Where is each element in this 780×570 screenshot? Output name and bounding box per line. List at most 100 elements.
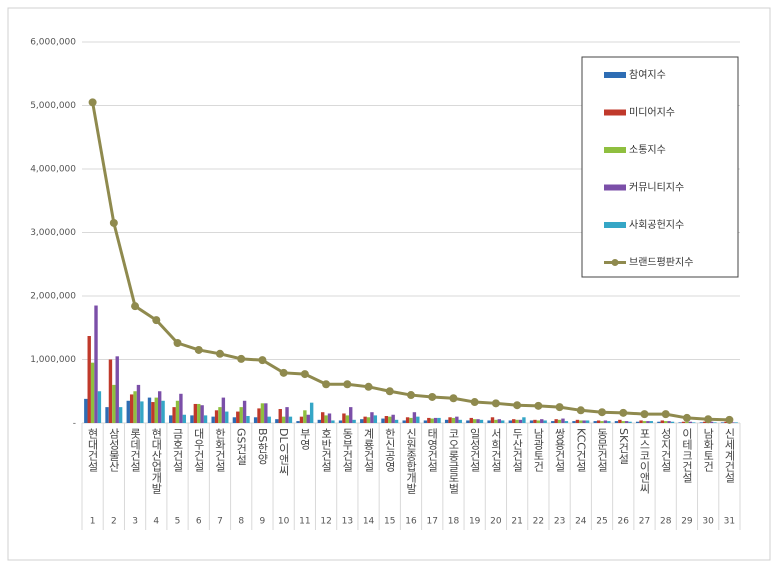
x-tick-label: 이테크건설 bbox=[680, 428, 693, 483]
legend-label: 참여지수 bbox=[629, 69, 666, 81]
bar bbox=[182, 414, 187, 423]
bar bbox=[161, 400, 165, 423]
y-tick-label: 4,000,000 bbox=[30, 165, 76, 175]
bar bbox=[321, 412, 325, 423]
rank-label: 17 bbox=[426, 517, 437, 527]
rank-label: 8 bbox=[238, 517, 244, 527]
bar bbox=[469, 417, 473, 423]
x-tick-label: KCC건설 bbox=[574, 428, 587, 472]
bar bbox=[600, 421, 604, 423]
bar bbox=[533, 419, 537, 423]
bar bbox=[147, 397, 152, 423]
bar bbox=[402, 420, 406, 423]
bar bbox=[360, 419, 364, 423]
bar bbox=[136, 384, 141, 423]
bar bbox=[342, 413, 346, 423]
line-marker bbox=[343, 380, 352, 389]
line-marker bbox=[385, 387, 394, 396]
legend-label: 사회공헌지수 bbox=[629, 219, 684, 231]
bar bbox=[635, 421, 640, 423]
line-marker bbox=[619, 408, 628, 417]
bar bbox=[639, 420, 643, 423]
rank-label: 12 bbox=[320, 517, 331, 527]
bar bbox=[157, 391, 162, 423]
bar bbox=[299, 416, 304, 423]
bar bbox=[497, 419, 501, 423]
bar bbox=[175, 400, 180, 423]
bar bbox=[151, 402, 155, 423]
rank-label: 26 bbox=[618, 517, 630, 527]
line-marker bbox=[152, 316, 161, 325]
x-tick-label: 계룡건설 bbox=[362, 428, 375, 472]
bar bbox=[476, 419, 480, 423]
bar bbox=[709, 421, 714, 423]
rank-label: 7 bbox=[217, 517, 223, 527]
line-marker bbox=[173, 338, 182, 347]
x-tick-label: 금호건설 bbox=[171, 428, 184, 472]
line-marker bbox=[491, 399, 500, 408]
bar bbox=[242, 400, 247, 423]
bar bbox=[317, 419, 322, 423]
legend-swatch bbox=[604, 72, 626, 78]
bar bbox=[345, 415, 350, 423]
bar bbox=[603, 420, 608, 423]
bar bbox=[246, 416, 250, 423]
rank-label: 15 bbox=[384, 517, 395, 527]
bar bbox=[607, 421, 611, 423]
x-tick-label: 호반건설 bbox=[320, 428, 333, 472]
x-tick-label: 한화건설 bbox=[213, 428, 226, 472]
line-marker bbox=[258, 356, 267, 365]
bar bbox=[90, 362, 95, 423]
line-marker bbox=[576, 406, 585, 415]
bar bbox=[257, 408, 261, 423]
bar bbox=[416, 416, 420, 423]
rank-label: 1 bbox=[90, 517, 96, 527]
bar bbox=[281, 416, 286, 423]
bar bbox=[384, 416, 389, 423]
bar bbox=[472, 419, 477, 423]
bar bbox=[338, 420, 343, 423]
x-tick-label: 신세계건설 bbox=[723, 428, 736, 483]
line-marker bbox=[555, 403, 564, 412]
line-marker bbox=[682, 413, 691, 422]
rank-label: 28 bbox=[660, 517, 672, 527]
line-marker bbox=[640, 410, 649, 419]
x-tick-label: 쌍용건설 bbox=[553, 428, 566, 472]
bar bbox=[657, 421, 661, 423]
bar bbox=[232, 417, 237, 423]
x-tick-label: GS건설 bbox=[235, 428, 248, 466]
rank-label: 16 bbox=[405, 517, 417, 527]
line-marker bbox=[449, 394, 458, 403]
rank-label: 27 bbox=[639, 517, 650, 527]
bar bbox=[529, 420, 534, 423]
x-tick-label: 삼성물산 bbox=[107, 428, 120, 472]
bar bbox=[466, 420, 470, 423]
x-tick-label: 대우건설 bbox=[192, 428, 205, 472]
bar bbox=[87, 336, 91, 423]
bar bbox=[373, 415, 378, 423]
bar bbox=[275, 419, 279, 423]
line-marker bbox=[300, 370, 309, 379]
bar bbox=[296, 421, 300, 423]
rank-label: 5 bbox=[175, 517, 181, 527]
bar bbox=[260, 403, 265, 423]
line-marker bbox=[237, 354, 246, 363]
bar bbox=[731, 422, 735, 423]
bar bbox=[352, 419, 356, 423]
bar bbox=[115, 356, 119, 423]
line-marker bbox=[279, 368, 288, 377]
x-tick-label: SK건설 bbox=[617, 428, 630, 464]
bar bbox=[94, 305, 98, 423]
bar bbox=[585, 420, 590, 423]
bar bbox=[381, 418, 385, 423]
bar bbox=[409, 417, 413, 423]
x-tick-label: 서희건설 bbox=[489, 428, 502, 472]
bar bbox=[218, 407, 222, 423]
rank-label: 24 bbox=[575, 517, 587, 527]
bar bbox=[129, 394, 134, 423]
rank-label: 18 bbox=[448, 517, 460, 527]
rank-label: 6 bbox=[196, 517, 202, 527]
bar bbox=[267, 416, 271, 423]
x-tick-label: 포스코이앤씨 bbox=[638, 428, 651, 494]
bar bbox=[169, 415, 173, 423]
